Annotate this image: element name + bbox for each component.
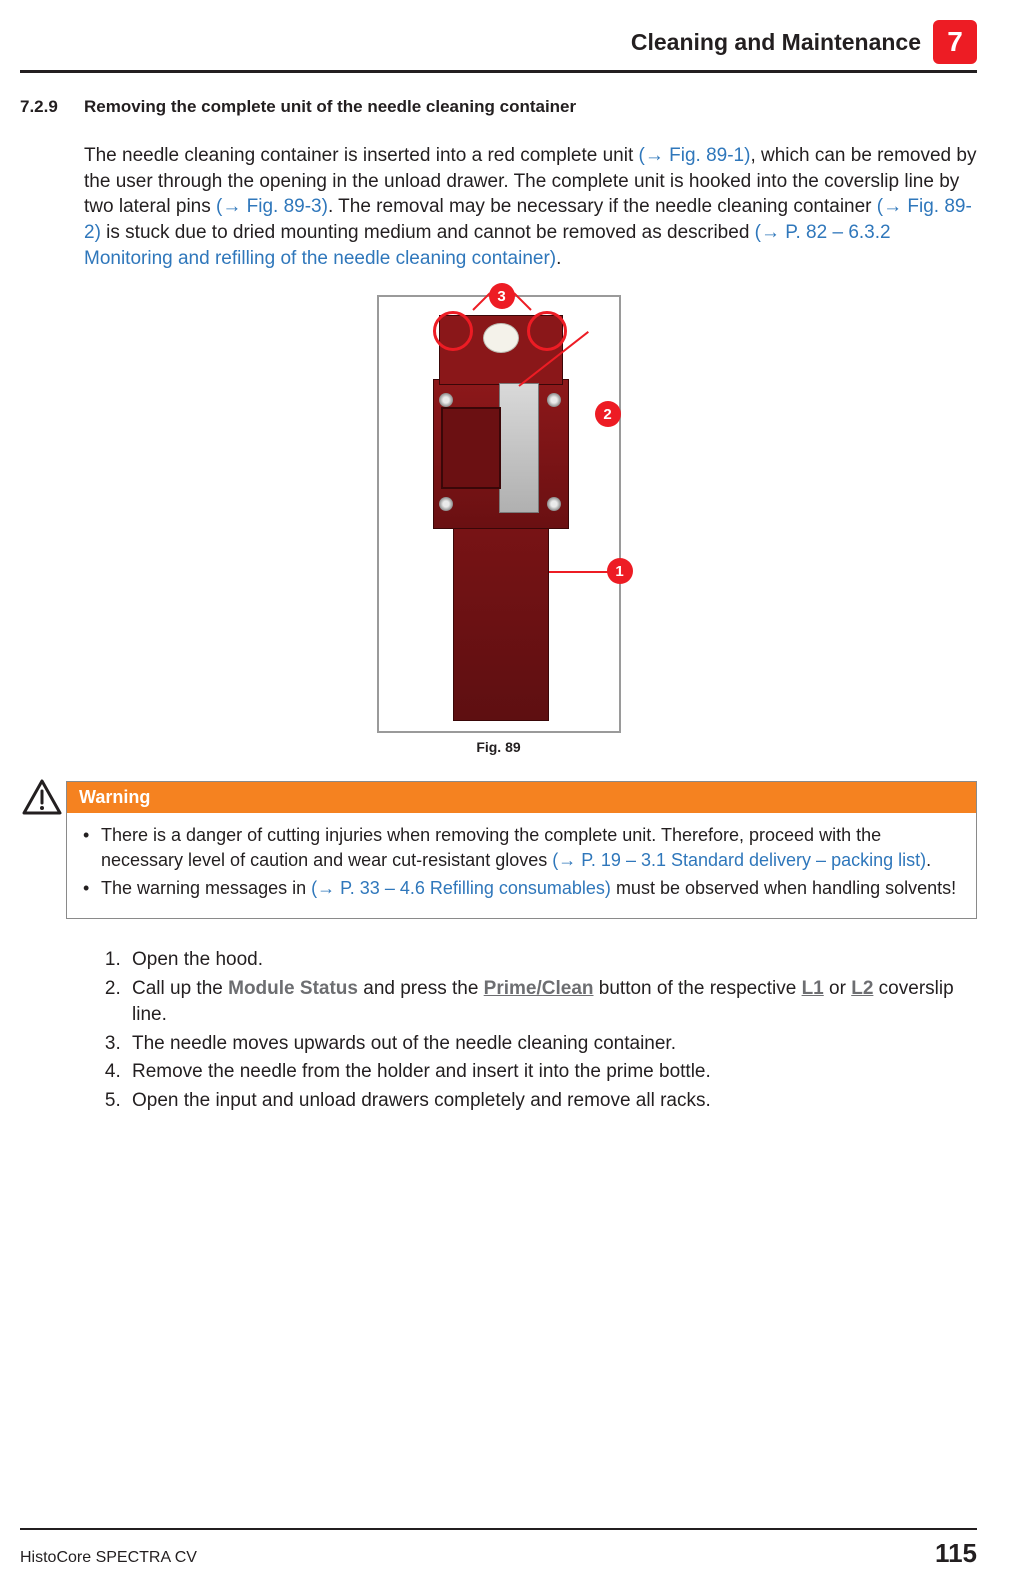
warning-text: . — [926, 850, 931, 870]
xref-fig-89-3[interactable]: (→ Fig. 89-3) — [216, 196, 328, 217]
warning-header: Warning — [67, 782, 976, 813]
callout-line — [513, 293, 531, 311]
step-text: button of the respective — [594, 978, 802, 999]
para-text: . — [556, 248, 561, 269]
step-item: Open the hood. — [126, 947, 977, 974]
step-item: Open the input and unload drawers comple… — [126, 1088, 977, 1115]
callout-label: 2 — [603, 406, 611, 423]
section-number: 7.2.9 — [20, 97, 70, 117]
xref-p19[interactable]: (→ P. 19 – 3.1 Standard delivery – packi… — [552, 850, 926, 870]
step-item: Remove the needle from the holder and in… — [126, 1059, 977, 1086]
para-text: is stuck due to dried mounting medium an… — [101, 222, 755, 243]
warning-item: There is a danger of cutting injuries wh… — [83, 823, 960, 872]
section-heading: 7.2.9 Removing the complete unit of the … — [20, 97, 977, 117]
xref-fig-89-1[interactable]: (→ Fig. 89-1) — [639, 145, 751, 166]
callout-label: 1 — [615, 563, 623, 580]
metal-bracket — [499, 383, 539, 513]
callout-label: 3 — [497, 288, 505, 305]
step-text: The needle moves upwards out of the need… — [132, 1033, 676, 1054]
warning-body: There is a danger of cutting injuries wh… — [67, 813, 976, 918]
footer-rule — [20, 1528, 977, 1530]
page-footer: HistoCore SPECTRA CV 115 — [20, 1528, 977, 1569]
para-text: . The removal may be necessary if the ne… — [328, 196, 877, 217]
warning-text: The warning messages in — [101, 878, 311, 898]
page-header: Cleaning and Maintenance 7 — [20, 20, 977, 64]
step-text: or — [824, 978, 851, 999]
step-text: Remove the needle from the holder and in… — [132, 1061, 711, 1082]
step-text: Open the hood. — [132, 949, 263, 970]
screw-icon — [547, 497, 561, 511]
procedure-steps: Open the hood. Call up the Module Status… — [100, 947, 977, 1115]
section-title: Removing the complete unit of the needle… — [84, 97, 576, 117]
figure-image: 3 2 1 — [377, 295, 621, 733]
step-text: Open the input and unload drawers comple… — [132, 1090, 711, 1111]
chapter-title: Cleaning and Maintenance — [631, 29, 921, 56]
chapter-number-box: 7 — [933, 20, 977, 64]
step-text: Call up the — [132, 978, 228, 999]
product-name: HistoCore SPECTRA CV — [20, 1549, 197, 1567]
ui-label-prime-clean: Prime/Clean — [484, 978, 594, 999]
warning-item: The warning messages in (→ P. 33 – 4.6 R… — [83, 876, 960, 900]
warning-block: Warning There is a danger of cutting inj… — [20, 781, 977, 919]
screw-icon — [547, 393, 561, 407]
needle-cap — [483, 323, 519, 353]
figure-89: 3 2 1 Fig. 89 — [20, 295, 977, 755]
figure-caption: Fig. 89 — [476, 739, 520, 755]
step-item: Call up the Module Status and press the … — [126, 976, 977, 1029]
ui-label-l2: L2 — [851, 978, 873, 999]
callout-badge-3: 3 — [489, 283, 515, 309]
screw-icon — [439, 497, 453, 511]
callout-badge-2: 2 — [595, 401, 621, 427]
xref-p33[interactable]: (→ P. 33 – 4.6 Refilling consumables) — [311, 878, 611, 898]
callout-line — [472, 293, 490, 311]
warning-icon — [22, 779, 62, 820]
ui-label-module-status: Module Status — [228, 978, 358, 999]
pin-highlight-right — [527, 311, 567, 351]
para-text: The needle cleaning container is inserte… — [84, 145, 639, 166]
header-rule — [20, 70, 977, 73]
screw-icon — [439, 393, 453, 407]
callout-badge-1: 1 — [607, 558, 633, 584]
chapter-number: 7 — [947, 26, 963, 58]
step-text: and press the — [358, 978, 484, 999]
page-number: 115 — [935, 1538, 977, 1569]
callout-line — [549, 571, 609, 573]
pin-highlight-left — [433, 311, 473, 351]
inner-block — [441, 407, 501, 489]
ui-label-l1: L1 — [802, 978, 824, 999]
warning-frame: Warning There is a danger of cutting inj… — [66, 781, 977, 919]
step-item: The needle moves upwards out of the need… — [126, 1031, 977, 1058]
warning-text: must be observed when handling solvents! — [611, 878, 956, 898]
intro-paragraph: The needle cleaning container is inserte… — [84, 143, 977, 271]
